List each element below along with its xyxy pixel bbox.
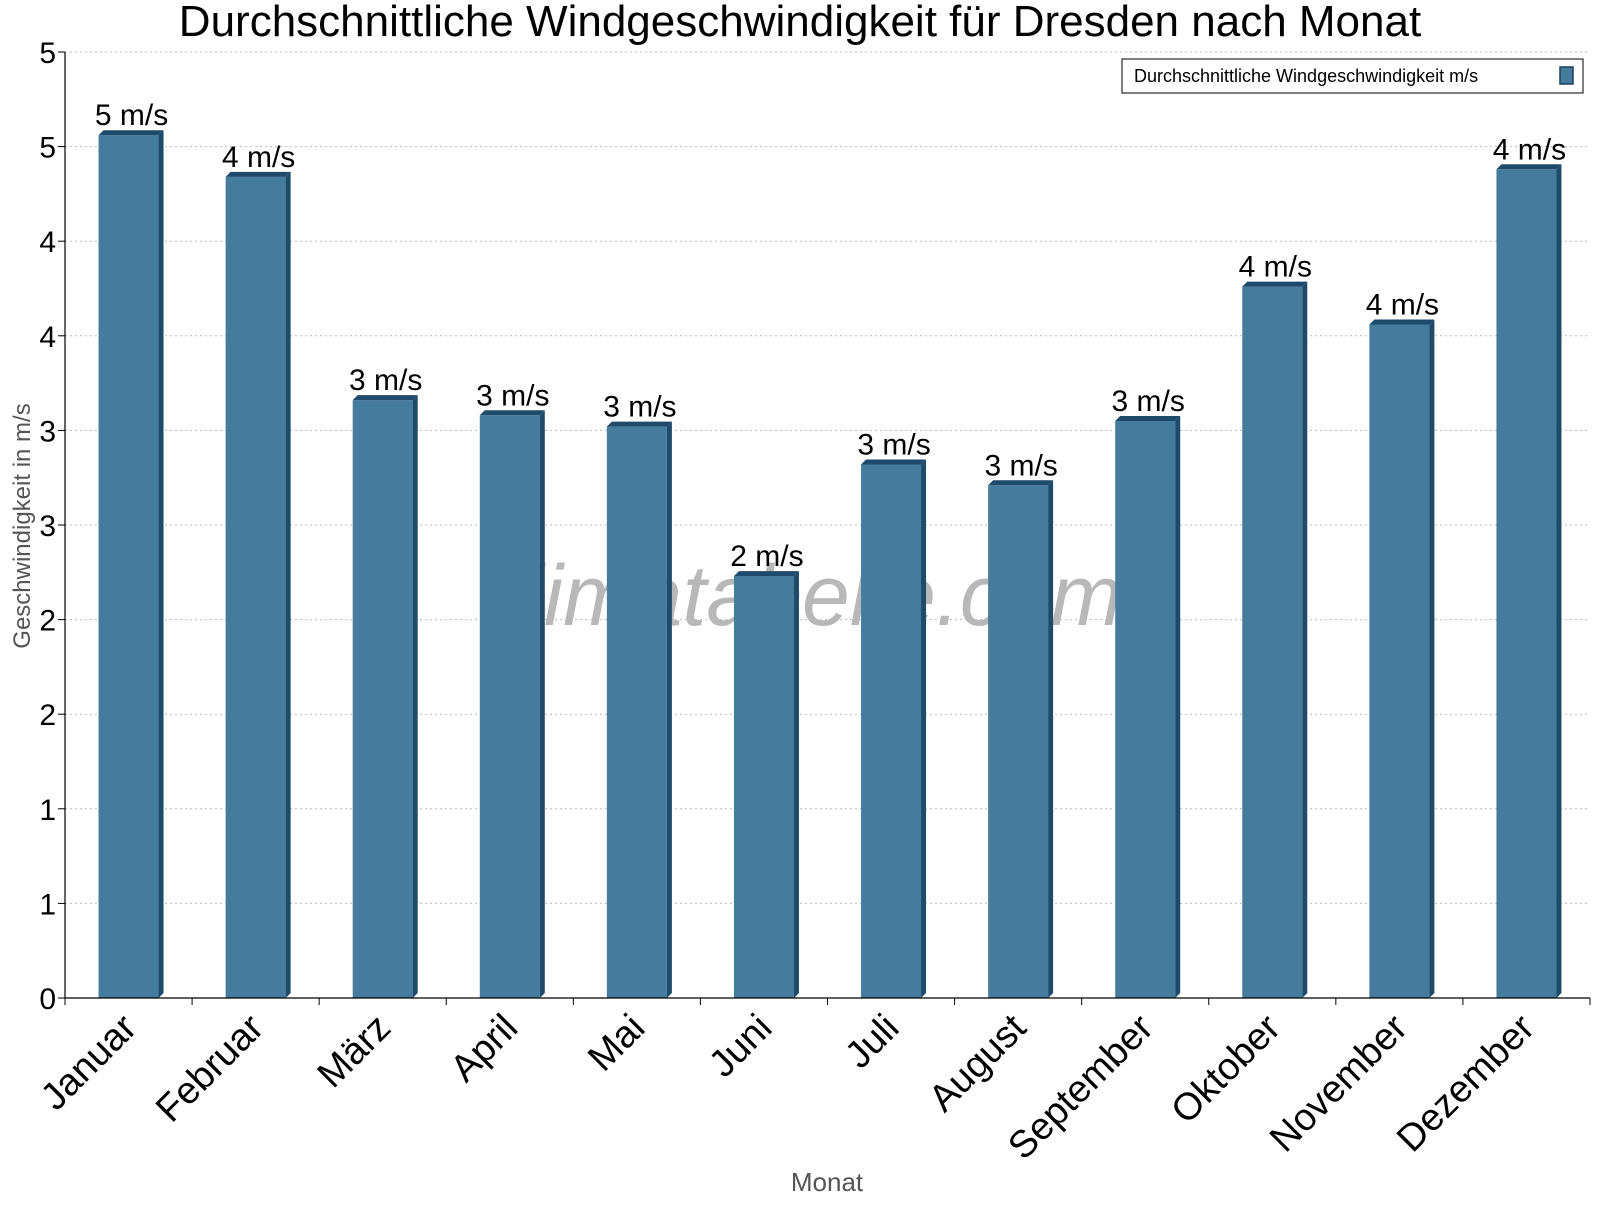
data-label: 3 m/s — [1112, 385, 1185, 418]
bar-top — [1115, 415, 1181, 421]
bar-face — [1496, 169, 1557, 998]
data-label: 3 m/s — [349, 364, 422, 397]
bar-face — [225, 176, 286, 998]
bar-top — [606, 421, 672, 427]
bar-dezember — [1496, 164, 1562, 998]
bar-april — [479, 410, 545, 998]
bar-side — [539, 410, 545, 998]
y-tick-label: 4 — [39, 226, 56, 259]
bar-top — [1242, 281, 1308, 287]
bar-side — [1175, 415, 1181, 998]
chart-title: Durchschnittliche Windgeschwindigkeit fü… — [179, 0, 1421, 46]
bar-side — [158, 130, 164, 999]
y-tick-label: 2 — [39, 699, 56, 732]
bar-face — [1242, 286, 1303, 998]
data-label: 4 m/s — [1366, 288, 1439, 321]
legend-label: Durchschnittliche Windgeschwindigkeit m/… — [1134, 66, 1478, 86]
bar-side — [666, 421, 672, 999]
data-label: 4 m/s — [1239, 251, 1312, 284]
data-label: 3 m/s — [857, 428, 930, 461]
bar-side — [1302, 281, 1308, 998]
bar-face — [479, 415, 540, 998]
bar-top — [1369, 319, 1435, 325]
y-tick-label: 0 — [39, 983, 56, 1016]
bar-januar — [98, 130, 164, 999]
bar-top — [352, 395, 418, 401]
data-label: 4 m/s — [1493, 133, 1566, 166]
data-label: 4 m/s — [222, 141, 295, 174]
bar-oktober — [1242, 281, 1308, 998]
bar-face — [861, 464, 922, 998]
bar-top — [733, 571, 799, 577]
y-tick-label: 1 — [39, 794, 56, 827]
bar-top — [98, 130, 164, 136]
bar-juni — [733, 571, 799, 998]
x-tick-label: Dezember — [1389, 1006, 1543, 1160]
bar-side — [285, 171, 291, 998]
bar-top — [225, 171, 291, 177]
x-tick-label: Oktober — [1163, 1006, 1289, 1132]
x-tick-label: Februar — [148, 1006, 272, 1130]
bar-august — [988, 480, 1054, 998]
axes: 0 1 1 2 2 3 3 4 4 5 5 — [39, 37, 1591, 1016]
data-label: 2 m/s — [730, 540, 803, 573]
bar-face — [606, 426, 667, 999]
bar-märz — [352, 395, 418, 998]
grid-lines — [65, 51, 1590, 904]
bar-side — [1429, 319, 1435, 998]
bar-mai — [606, 421, 672, 999]
y-tick-label: 1 — [39, 888, 56, 921]
bar-side — [1556, 164, 1562, 998]
y-tick-label: 5 — [39, 132, 56, 165]
x-tick-label: April — [443, 1007, 526, 1090]
y-axis-label: Geschwindigkeit in m/s — [9, 403, 36, 648]
bars — [98, 130, 1562, 999]
data-label: 3 m/s — [476, 379, 549, 412]
bar-side — [793, 571, 799, 998]
data-label: 3 m/s — [984, 449, 1057, 482]
x-tick-label: Juni — [701, 1007, 780, 1086]
y-tick-label: 3 — [39, 510, 56, 543]
legend: Durchschnittliche Windgeschwindigkeit m/… — [1121, 58, 1584, 94]
data-label: 3 m/s — [603, 391, 676, 424]
x-tick-label: März — [310, 1007, 399, 1096]
x-tick-label: Mai — [580, 1007, 653, 1080]
y-tick-label: 3 — [39, 415, 56, 448]
x-tick-label: Januar — [33, 1006, 145, 1118]
x-tick-label: November — [1262, 1006, 1416, 1160]
bar-september — [1115, 415, 1181, 998]
bar-face — [733, 576, 794, 998]
bar-top — [861, 459, 927, 465]
bar-november — [1369, 319, 1435, 998]
y-tick-label: 2 — [39, 605, 56, 638]
bar-side — [921, 459, 927, 998]
bar-side — [1048, 480, 1054, 998]
bar-face — [988, 485, 1049, 998]
bar-top — [479, 410, 545, 416]
bar-juli — [861, 459, 927, 998]
y-tick-label: 4 — [39, 321, 56, 354]
bar-face — [98, 135, 159, 999]
data-label: 5 m/s — [95, 99, 168, 132]
bar-face — [1369, 324, 1430, 998]
legend-swatch — [1559, 66, 1574, 85]
x-tick-label: Juli — [837, 1007, 907, 1077]
x-tick-label: August — [921, 1006, 1035, 1120]
y-tick-label: 5 — [39, 37, 56, 70]
bar-top — [1496, 164, 1562, 170]
bar-face — [352, 400, 413, 998]
x-axis-label: Monat — [791, 1167, 864, 1197]
bar-face — [1115, 420, 1176, 998]
bar-side — [412, 395, 418, 998]
bar-februar — [225, 171, 291, 998]
legend-box — [1121, 58, 1584, 94]
bar-top — [988, 480, 1054, 486]
